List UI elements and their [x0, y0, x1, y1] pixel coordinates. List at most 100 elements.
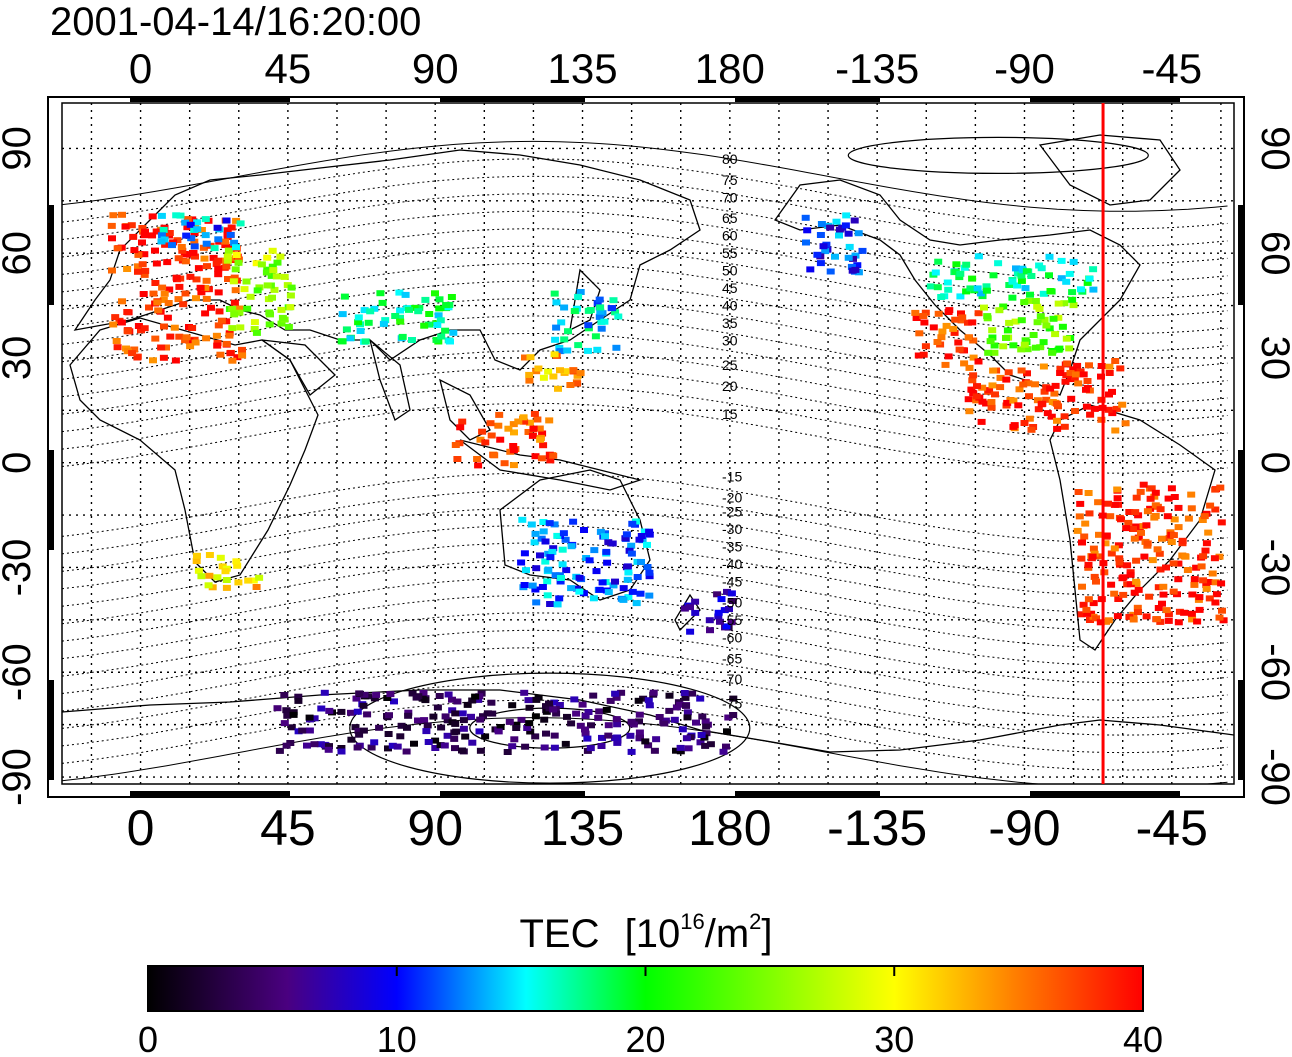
tec-point [196, 284, 205, 291]
magnetic-latitude-contours [62, 136, 1228, 784]
tec-point [692, 719, 700, 726]
tec-point [1187, 610, 1196, 617]
tec-point [432, 336, 441, 343]
coastline-arabia [261, 339, 336, 396]
tec-point [133, 354, 142, 361]
tec-point [214, 289, 223, 296]
tec-point [372, 691, 381, 698]
tec-point [613, 721, 622, 728]
tec-point [1012, 265, 1020, 272]
tec-point [597, 743, 606, 749]
tec-point [134, 268, 142, 275]
tec-point [123, 309, 132, 315]
tec-point [635, 729, 644, 736]
tec-point [586, 307, 595, 313]
tec-point [1056, 370, 1065, 376]
tec-point [539, 528, 548, 535]
tec-point [644, 742, 653, 749]
tec-point [118, 298, 126, 305]
coastline-north-america [773, 179, 1141, 396]
tec-point [1053, 425, 1062, 432]
tec-point [436, 317, 445, 324]
tec-point [192, 276, 201, 283]
tec-point [641, 738, 650, 745]
tec-point [539, 442, 548, 449]
tec-point [384, 745, 392, 752]
tec-point [1017, 277, 1026, 284]
tec-point [678, 726, 687, 733]
tec-point [1053, 417, 1061, 424]
tec-point [1199, 553, 1208, 560]
tec-point [1002, 376, 1011, 383]
tec-point [1126, 581, 1135, 588]
tec-point [527, 521, 536, 528]
tec-point [1067, 395, 1076, 402]
tec-point [580, 527, 588, 533]
contour-label: -25 [722, 504, 742, 520]
tec-point [395, 289, 404, 296]
tec-point [698, 713, 707, 720]
tec-point [1208, 570, 1217, 577]
tec-point [500, 460, 509, 467]
contour-label: 20 [722, 378, 738, 394]
tec-point [303, 742, 311, 749]
tec-point [841, 222, 850, 229]
tec-point [1169, 532, 1178, 539]
tec-point [1054, 300, 1063, 307]
tec-point [1038, 400, 1047, 407]
tec-point [532, 565, 541, 572]
tec-point [520, 689, 529, 696]
tec-point [194, 567, 203, 574]
tec-point [277, 306, 286, 313]
tec-point [1107, 550, 1116, 557]
tec-point [1048, 399, 1057, 405]
tec-point [525, 419, 534, 426]
tec-point [1033, 397, 1042, 404]
tec-point [567, 720, 576, 727]
tec-point [458, 710, 467, 717]
tec-point [1180, 609, 1189, 616]
tec-point [545, 700, 553, 707]
tec-point [273, 259, 282, 266]
tec-point [1020, 341, 1029, 348]
tec-point [1205, 595, 1214, 602]
frame-tick-bars [48, 96, 1244, 797]
tec-point [601, 533, 609, 540]
colorbar-unit-base: [10 [625, 912, 681, 956]
tec-point [988, 382, 997, 389]
tec-point [494, 728, 503, 735]
lat-tick-left: 60 [0, 231, 39, 276]
tec-point [1102, 532, 1111, 539]
tec-point [713, 591, 722, 598]
lat-tick-left: 30 [0, 336, 39, 381]
tec-point [396, 314, 404, 321]
tec-point [1184, 515, 1193, 522]
tec-point [1113, 495, 1122, 502]
tec-point [214, 271, 223, 278]
tec-point [199, 244, 208, 251]
tec-point [1202, 585, 1211, 592]
tec-point [1023, 370, 1031, 377]
tec-point [204, 582, 213, 589]
tec-point [1084, 596, 1093, 603]
tec-point [510, 429, 518, 436]
tec-point [1130, 535, 1139, 542]
tec-point [403, 724, 411, 731]
tec-point [965, 408, 974, 415]
tec-point [686, 604, 694, 611]
tec-point [1065, 345, 1074, 352]
tec-point [627, 542, 636, 549]
tec-point [162, 344, 170, 351]
tec-point [476, 747, 485, 754]
tec-point [1190, 576, 1199, 583]
tec-point [645, 569, 654, 576]
tec-point [603, 559, 612, 566]
tec-point [1119, 591, 1128, 598]
tec-point [109, 321, 118, 328]
tec-point [559, 530, 568, 537]
tec-point [1077, 555, 1086, 562]
tec-point [212, 332, 221, 339]
tec-point [280, 273, 289, 280]
tec-point [148, 232, 157, 239]
